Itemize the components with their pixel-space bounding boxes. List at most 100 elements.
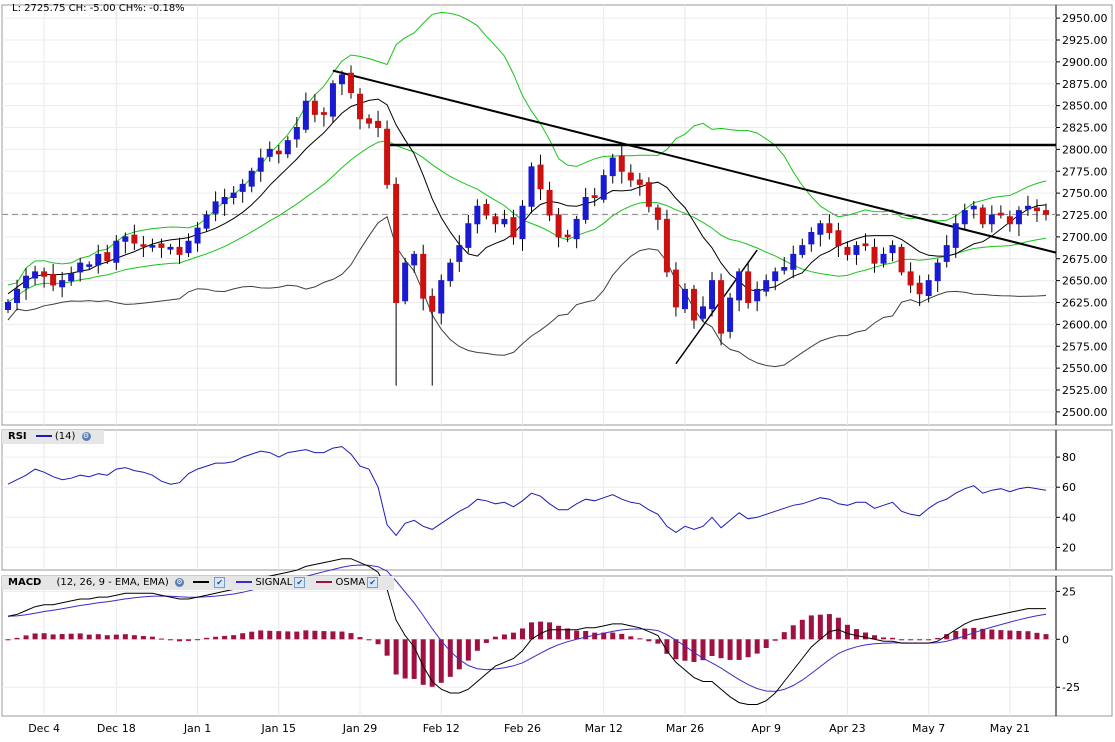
candle [230,186,237,205]
candle-body [104,252,111,261]
candle-body [681,288,688,310]
osma-bar [393,639,399,675]
candle [95,244,102,274]
osma-bar [447,639,453,677]
candle [790,245,797,278]
osma-bar [501,634,507,640]
candle [970,201,977,219]
osma-bar [610,632,616,640]
osma-bar [113,634,119,640]
candle-body [916,282,923,295]
candle [167,243,174,255]
candle [320,107,327,127]
osma-bar [195,639,201,641]
candle-body [564,234,571,238]
candle [284,136,291,159]
macd-y-tick-label: 25 [1062,585,1076,598]
osma-bar [519,628,525,640]
candle [185,233,192,257]
checkbox-icon[interactable]: ✔ [214,576,226,588]
osma-bar [754,639,760,654]
candle-body [185,240,192,254]
candle-body [925,280,932,296]
candle-body [609,157,616,177]
macd-legend: MACD (12, 26, 9 - EMA, EMA) ⚙ ✔ SIGNAL ✔ … [2,576,394,590]
osma-bar [881,637,887,640]
quote-text: L: 2725.75 CH: -5.00 CH%: -0.18% [12,3,185,14]
osma-bar [32,633,38,640]
candle-body [817,223,824,235]
candle-body [582,197,589,220]
macd-swatch [193,581,210,583]
candle-body [690,288,697,321]
osma-bar [853,629,859,640]
candle [799,238,806,258]
candle-body [483,204,490,216]
candle-body [456,245,463,262]
osma-bar [339,631,345,640]
candle-body [347,72,354,93]
candle [745,262,752,309]
candle [347,65,354,99]
osma-bar [330,631,336,640]
candle [609,153,616,184]
candle-body [636,179,643,185]
candle-body [447,262,454,282]
x-tick-label: Apr 23 [829,722,866,735]
candle [618,145,625,184]
osma-bar [285,631,291,640]
candle-body [1024,205,1031,210]
candle [979,204,986,229]
candle [456,235,463,272]
price-y-tick-label: 2575.00 [1062,340,1108,353]
checkbox-icon[interactable]: ✔ [294,576,306,588]
osma-bar [438,639,444,683]
candle [690,285,697,329]
gear-icon[interactable]: ⚙ [174,577,184,587]
candle-body [266,148,273,157]
candle-body [763,280,770,292]
x-tick-label: Dec 4 [28,722,60,735]
osma-bar [68,633,74,640]
candle [718,273,725,346]
candle-body [113,240,120,263]
candle [952,215,959,258]
candle [275,145,282,164]
candle [338,70,345,96]
x-tick-label: Apr 9 [751,722,781,735]
checkbox-icon[interactable]: ✔ [367,576,379,588]
osma-bar [908,639,914,641]
gear-icon[interactable]: ⚙ [81,431,91,441]
candle [23,268,30,300]
candle-body [898,246,905,273]
candle-body [420,253,427,299]
candle-body [889,245,896,254]
price-y-tick-label: 2925.00 [1062,34,1108,47]
candle [763,274,770,297]
candle [961,203,968,229]
candle-body [275,150,282,155]
candle [871,238,878,273]
candle [438,274,445,325]
candle [465,215,472,253]
candle-body [1033,207,1040,212]
x-tick-label: May 7 [912,722,945,735]
osma-bar [763,639,769,648]
candle-body [781,267,788,271]
candle [357,88,364,130]
osma-bar [628,636,634,640]
candle-body [772,271,779,282]
rsi-line [7,446,1047,537]
osma-bar [375,639,381,645]
candle [781,257,788,275]
candle-body [474,205,481,225]
x-tick-label: Dec 18 [97,722,136,735]
osma-bar [231,635,237,640]
candle [176,237,183,264]
osma-bar [321,631,327,640]
candle-body [718,280,725,334]
osma-bar [700,639,706,661]
osma-bar [890,637,896,640]
candle [1024,195,1031,216]
osma-bar [736,639,742,660]
